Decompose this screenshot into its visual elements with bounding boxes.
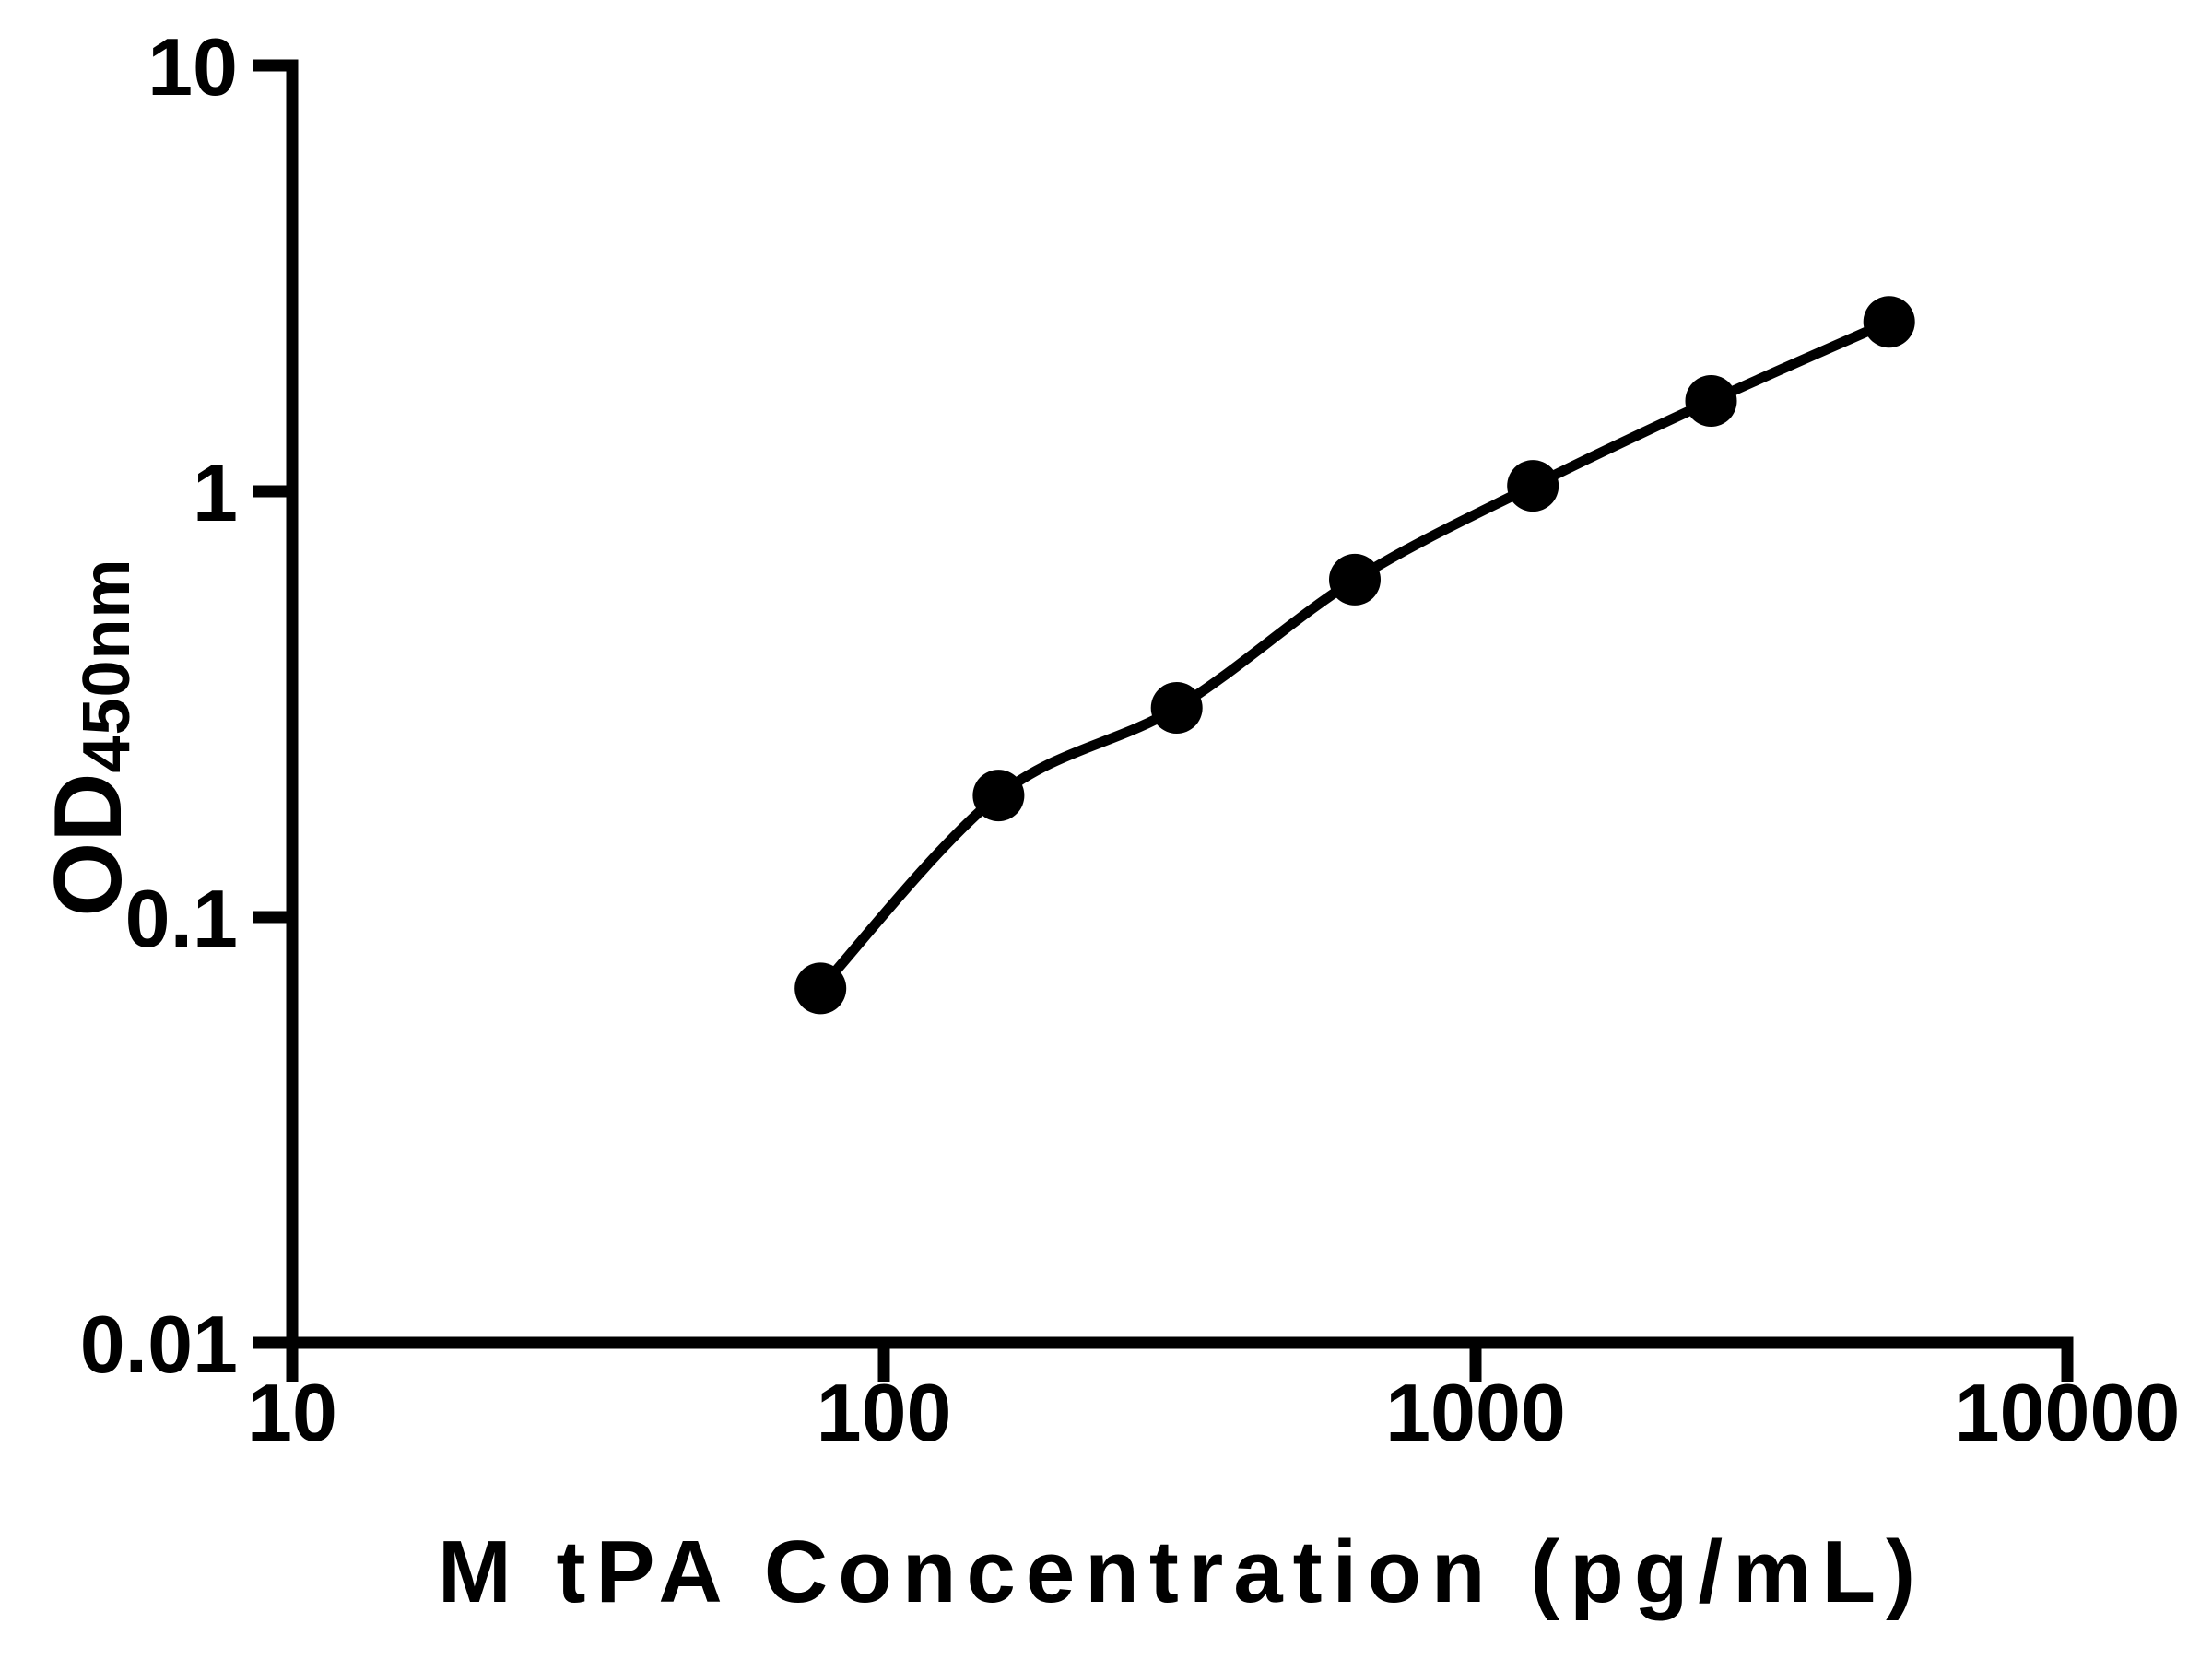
- y-axis-title-main: OD: [35, 772, 143, 917]
- data-point: [1329, 553, 1381, 606]
- data-point: [1150, 682, 1203, 734]
- y-tick-label: 1: [193, 447, 238, 538]
- data-point: [794, 962, 847, 1015]
- x-tick-label: 10: [247, 1367, 337, 1458]
- y-tick-label: 0.1: [125, 873, 238, 964]
- x-tick-label: 100: [817, 1367, 952, 1458]
- x-axis-title: M tPA Concentration (pg/mL): [437, 1523, 1926, 1621]
- x-tick-label: 1000: [1385, 1367, 1566, 1458]
- y-tick-label: 0.01: [80, 1299, 238, 1390]
- x-tick-label: 10000: [1955, 1367, 2181, 1458]
- y-axis-title-subscript: 450nm: [69, 558, 144, 773]
- fit-curve: [817, 317, 1891, 993]
- data-point: [1685, 375, 1737, 427]
- data-point: [1507, 460, 1559, 512]
- data-point: [1863, 296, 1915, 348]
- y-tick-label: 10: [147, 21, 238, 112]
- data-point: [972, 770, 1025, 822]
- y-axis-title: OD450nm: [35, 558, 144, 916]
